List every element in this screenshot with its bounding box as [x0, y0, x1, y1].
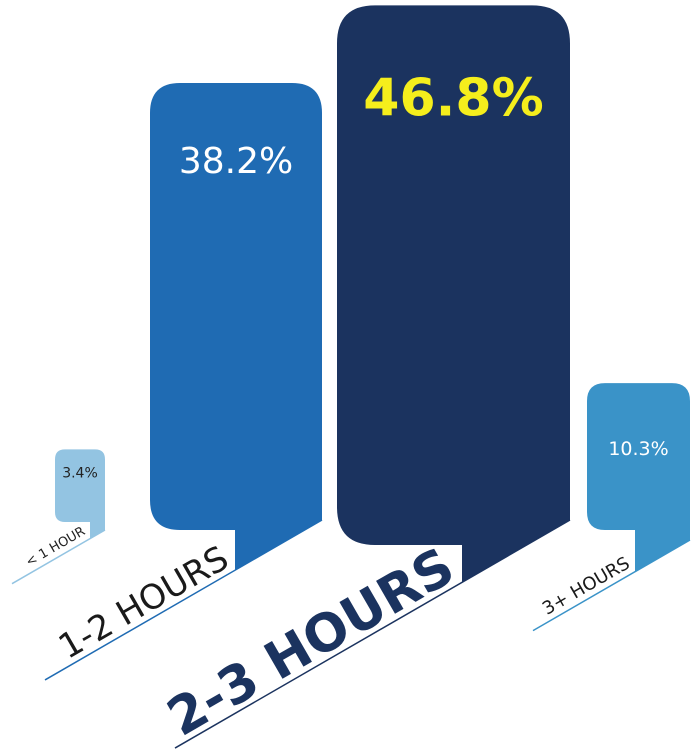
label-underline — [11, 529, 106, 585]
label-underline — [44, 519, 323, 681]
label-underline — [532, 539, 691, 632]
value-label: 46.8% — [363, 68, 543, 128]
category-label: 1-2 HOURS — [52, 538, 235, 667]
value-label: 10.3% — [608, 438, 668, 460]
value-label: 38.2% — [179, 141, 293, 182]
bar — [55, 449, 105, 539]
label-underline — [174, 519, 571, 749]
bar — [150, 82, 322, 571]
category-label: < 1 HOUR — [23, 524, 88, 570]
category-label: 3+ HOURS — [539, 553, 634, 620]
bar — [337, 5, 570, 583]
value-label: 3.4% — [62, 465, 98, 481]
bar — [587, 383, 690, 572]
